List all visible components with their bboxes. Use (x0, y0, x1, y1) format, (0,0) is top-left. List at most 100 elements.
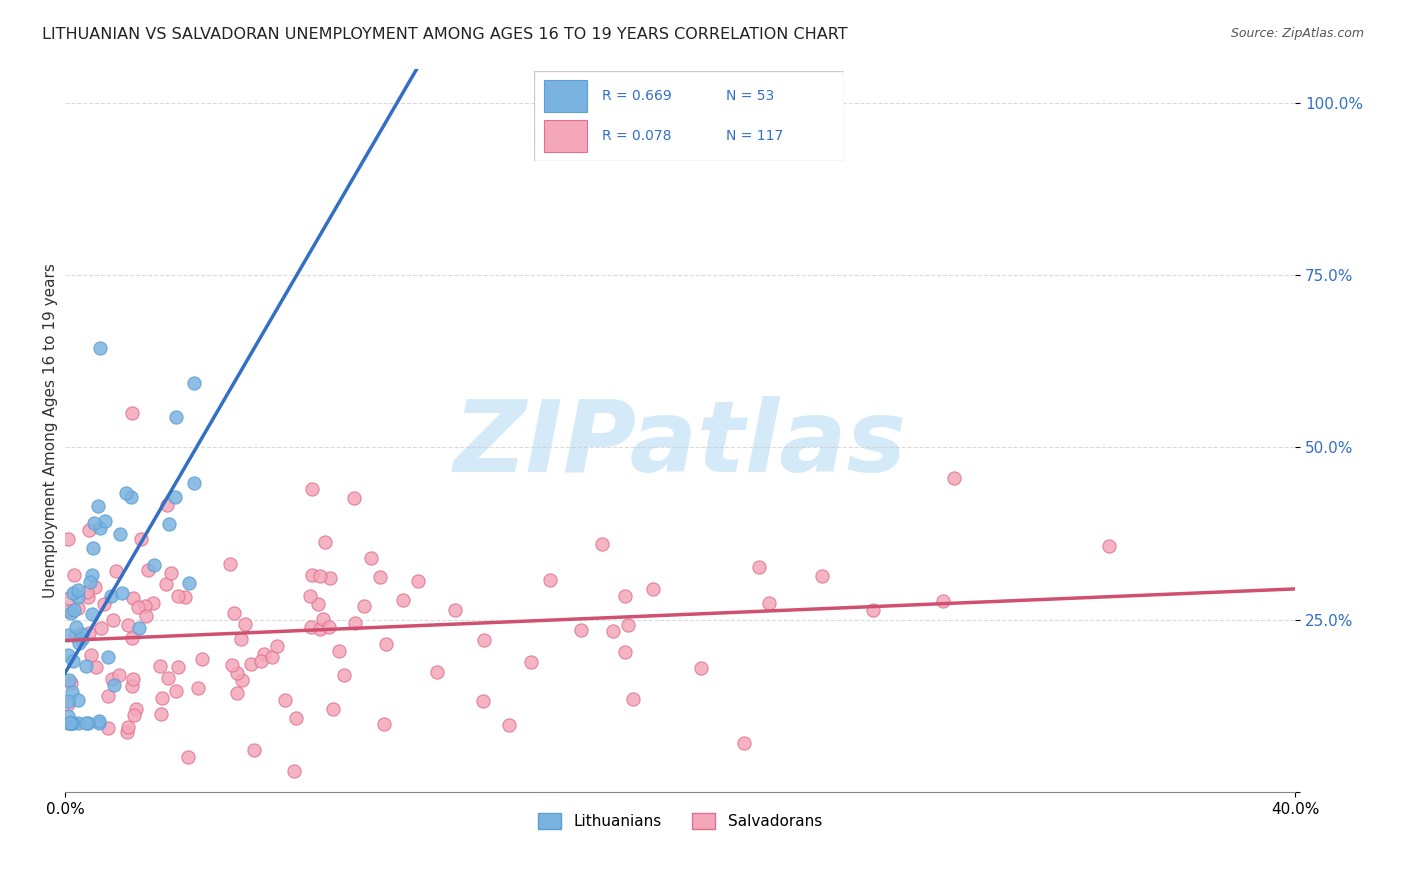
Salvadorans (353, 599, 375, 614)
Lithuanians (60, 716, 83, 731)
Salvadorans (406, 574, 429, 589)
Salvadorans (134, 599, 156, 613)
Salvadorans (219, 558, 242, 572)
Lithuanians (62, 716, 84, 731)
Salvadorans (309, 569, 332, 583)
Lithuanians (65, 620, 87, 634)
Lithuanians (89, 521, 111, 535)
Salvadorans (498, 718, 520, 732)
Salvadorans (150, 707, 173, 722)
Lithuanians (66, 590, 89, 604)
Text: R = 0.078: R = 0.078 (602, 128, 672, 143)
Text: ZIPatlas: ZIPatlas (454, 396, 907, 493)
Salvadorans (472, 633, 495, 648)
Lithuanians (76, 716, 98, 731)
Salvadorans (191, 651, 214, 665)
Salvadorans (122, 707, 145, 722)
Salvadorans (76, 584, 98, 599)
Salvadorans (167, 659, 190, 673)
Lithuanians (87, 499, 110, 513)
Salvadorans (318, 620, 340, 634)
Lithuanians (75, 659, 97, 673)
Salvadorans (135, 608, 157, 623)
Bar (544, 80, 586, 112)
Lithuanians (83, 516, 105, 530)
Salvadorans (641, 582, 664, 596)
Lithuanians (67, 716, 90, 731)
Text: Source: ZipAtlas.com: Source: ZipAtlas.com (1230, 27, 1364, 40)
Lithuanians (62, 586, 84, 600)
Salvadorans (129, 533, 152, 547)
Salvadorans (266, 639, 288, 653)
Salvadorans (239, 657, 262, 671)
Lithuanians (89, 341, 111, 355)
Lithuanians (87, 714, 110, 729)
Lithuanians (120, 490, 142, 504)
Lithuanians (56, 716, 79, 731)
Lithuanians (62, 654, 84, 668)
Salvadorans (121, 631, 143, 645)
Salvadorans (67, 601, 90, 615)
Salvadorans (225, 666, 247, 681)
Lithuanians (142, 558, 165, 573)
Salvadorans (472, 694, 495, 708)
Legend: Lithuanians, Salvadorans: Lithuanians, Salvadorans (533, 806, 828, 835)
Salvadorans (117, 720, 139, 734)
Salvadorans (101, 613, 124, 627)
Lithuanians (58, 673, 80, 688)
Salvadorans (569, 623, 592, 637)
Text: N = 117: N = 117 (725, 128, 783, 143)
Lithuanians (128, 621, 150, 635)
Salvadorans (260, 650, 283, 665)
Text: N = 53: N = 53 (725, 89, 775, 103)
Salvadorans (322, 702, 344, 716)
Salvadorans (177, 750, 200, 764)
Text: LITHUANIAN VS SALVADORAN UNEMPLOYMENT AMONG AGES 16 TO 19 YEARS CORRELATION CHAR: LITHUANIAN VS SALVADORAN UNEMPLOYMENT AM… (42, 27, 848, 42)
Salvadorans (360, 551, 382, 566)
Salvadorans (274, 693, 297, 707)
Salvadorans (149, 659, 172, 673)
Lithuanians (60, 607, 83, 621)
Salvadorans (391, 593, 413, 607)
Salvadorans (370, 570, 392, 584)
Lithuanians (108, 527, 131, 541)
Lithuanians (115, 486, 138, 500)
Salvadorans (58, 591, 80, 606)
Salvadorans (159, 566, 181, 580)
Salvadorans (314, 535, 336, 549)
Lithuanians (79, 574, 101, 589)
Salvadorans (156, 499, 179, 513)
Lithuanians (56, 693, 79, 707)
Salvadorans (101, 672, 124, 686)
Salvadorans (122, 591, 145, 605)
Salvadorans (122, 672, 145, 686)
Salvadorans (97, 690, 120, 704)
Salvadorans (250, 654, 273, 668)
Lithuanians (183, 476, 205, 491)
Lithuanians (111, 586, 134, 600)
Salvadorans (343, 491, 366, 505)
Salvadorans (748, 559, 770, 574)
Salvadorans (63, 567, 86, 582)
Salvadorans (301, 482, 323, 496)
Salvadorans (613, 590, 636, 604)
Salvadorans (617, 618, 640, 632)
Salvadorans (1098, 539, 1121, 553)
Salvadorans (77, 523, 100, 537)
Salvadorans (229, 632, 252, 646)
Salvadorans (613, 645, 636, 659)
Lithuanians (67, 582, 90, 597)
Salvadorans (150, 691, 173, 706)
Salvadorans (319, 571, 342, 585)
Salvadorans (283, 764, 305, 779)
Salvadorans (165, 684, 187, 698)
Salvadorans (166, 589, 188, 603)
Lithuanians (66, 692, 89, 706)
Lithuanians (67, 635, 90, 649)
Salvadorans (56, 604, 79, 618)
Salvadorans (301, 568, 323, 582)
Lithuanians (157, 517, 180, 532)
Lithuanians (183, 376, 205, 391)
Salvadorans (373, 717, 395, 731)
Salvadorans (253, 648, 276, 662)
